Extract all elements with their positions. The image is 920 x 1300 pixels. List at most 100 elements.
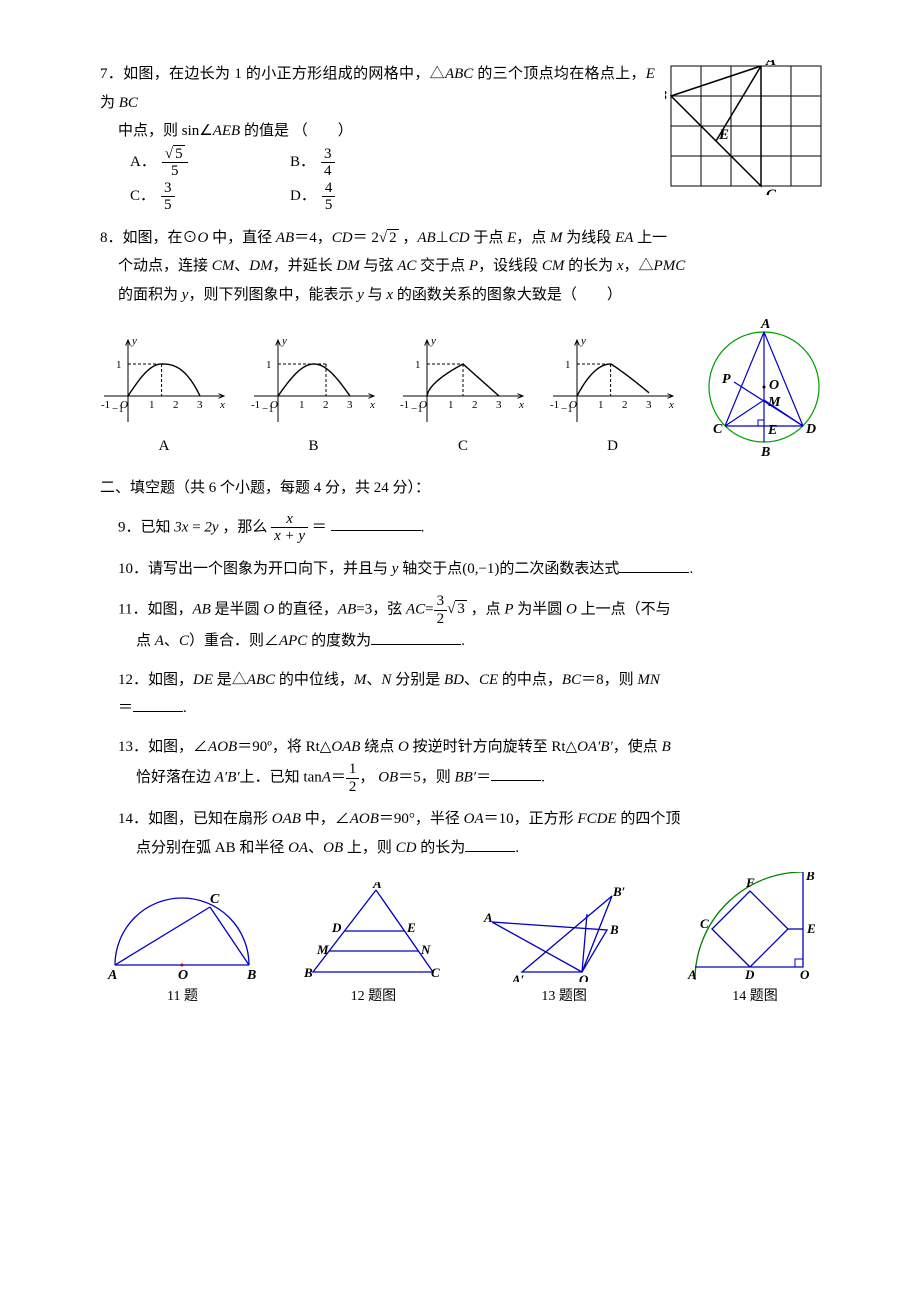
q7-abc: ABC — [445, 66, 473, 82]
q8c-E: E — [767, 423, 777, 438]
q11-f: ，点 — [467, 601, 505, 617]
f13-A: A — [483, 910, 493, 925]
q10-b: 轴交于点 — [398, 561, 462, 577]
q8-t10: 上一 — [633, 230, 667, 246]
q8-AC: AC — [397, 258, 416, 274]
q8-AB2: AB — [417, 230, 435, 246]
q11-AB: AB — [192, 601, 210, 617]
fig-13: O A B A′ B′ 13 题图 — [482, 882, 647, 1011]
q14-l2a: 点分别在弧 AB 和半径 — [136, 840, 288, 856]
q7-label-A: A — [765, 60, 776, 69]
f12-A: A — [372, 882, 382, 891]
q8-CM: CM — [212, 258, 235, 274]
q12-blank[interactable] — [133, 696, 183, 712]
q8-chart-A[interactable]: -11231−1OxyA — [100, 334, 228, 461]
q9-d2: . — [421, 519, 425, 535]
q8-t2: 中，直径 — [208, 230, 276, 246]
q12-ABC: ABC — [247, 672, 275, 688]
q9-blank[interactable] — [331, 515, 421, 531]
q8-l3c: 与 — [364, 287, 387, 303]
q7-D-n: 4 — [322, 180, 336, 198]
q8c-D: D — [805, 422, 816, 437]
q12-e: 分别是 — [391, 672, 444, 688]
q8-l2e: 交于点 — [416, 258, 469, 274]
question-13: 13．如图，∠AOB＝90º，将 Rt△OAB 绕点 O 按逆时针方向旋转至 R… — [100, 733, 830, 796]
f12-M: M — [316, 942, 329, 957]
q13-l2g: . — [541, 769, 545, 785]
q11-fd: 2 — [434, 611, 448, 628]
svg-text:2: 2 — [323, 399, 329, 411]
q8-CD: CD — [332, 230, 353, 246]
q14-OAB: OAB — [272, 811, 301, 827]
question-9: 9．已知 3x = 2y ，那么 xx + y ＝ . — [100, 511, 830, 545]
q9-num: 9． — [118, 519, 141, 535]
question-11: 11．如图，AB 是半圆 O 的直径，AB=3，弦 AC=323 ，点 P 为半… — [100, 593, 830, 656]
q7-l2b: 的值是 （ ） — [240, 123, 353, 139]
f13-O: O — [579, 972, 589, 982]
q8-sqrt2: 2 — [387, 229, 399, 246]
q8-CM2: CM — [542, 258, 565, 274]
svg-text:2: 2 — [622, 399, 628, 411]
q12-M: M — [354, 672, 367, 688]
question-12: 12．如图，DE 是△ABC 的中位线，M、N 分别是 BD、CE 的中点，BC… — [100, 666, 830, 723]
q7-opt-C[interactable]: C．35 — [130, 180, 290, 214]
q11-P: P — [504, 601, 513, 617]
q7-C-d: 5 — [161, 197, 175, 214]
q8-t3: ＝4， — [294, 230, 332, 246]
q13-l2e: ＝5，则 — [398, 769, 454, 785]
cap-12: 12 题图 — [298, 984, 448, 1011]
q12-d: 、 — [366, 672, 381, 688]
q8-t4: ＝ 2 — [353, 230, 379, 246]
q13-A: A — [322, 769, 331, 785]
q12-CE: CE — [479, 672, 498, 688]
q14-blank[interactable] — [465, 836, 515, 852]
svg-text:y: y — [580, 335, 586, 347]
q7-options: A．55 B．34 — [100, 146, 655, 180]
q8-chart-B[interactable]: -11231−1OxyB — [250, 334, 378, 461]
q11-blank[interactable] — [371, 629, 461, 645]
section-2-heading: 二、填空题（共 6 个小题，每题 4 分，共 24 分）： — [100, 474, 830, 503]
q14-c: ＝90°，半径 — [379, 811, 464, 827]
q7-B-n: 3 — [321, 146, 335, 164]
q7-opt-D[interactable]: D．45 — [290, 180, 450, 214]
svg-text:1: 1 — [448, 399, 454, 411]
q9-d: x + y — [271, 528, 308, 545]
q11-l2e: . — [461, 633, 465, 649]
f14-C: C — [700, 916, 709, 931]
q8-chart-D[interactable]: -11231−1OxyD — [549, 334, 677, 461]
q10-blank[interactable] — [619, 557, 689, 573]
svg-text:-1: -1 — [550, 399, 559, 411]
q7-t1: 如图，在边长为 1 的小正方形组成的网格中，△ — [123, 66, 445, 82]
q7-opt-A[interactable]: A．55 — [130, 146, 290, 180]
q12-N: N — [381, 672, 391, 688]
q13-e: ，使点 — [613, 739, 662, 755]
q8-PMC: PMC — [654, 258, 686, 274]
q8-t7: 于点 — [470, 230, 508, 246]
q14-OB: OB — [323, 840, 343, 856]
q8-chart-C[interactable]: -11231−1OxyC — [399, 334, 527, 461]
q8-lblB: B — [250, 432, 378, 461]
q12-MN: MN — [637, 672, 660, 688]
q13-l2c: ＝ — [331, 769, 346, 785]
q13-B: B — [662, 739, 671, 755]
q11-fn: 3 — [434, 593, 448, 611]
q10-d: . — [689, 561, 693, 577]
svg-text:1: 1 — [565, 359, 571, 371]
q14-OA2: OA — [288, 840, 308, 856]
q8-l3d: 的函数关系的图象大致是（ ） — [393, 287, 622, 303]
q12-f: 、 — [464, 672, 479, 688]
q8-l2a: 个动点，连接 — [118, 258, 212, 274]
q12-g: 的中点， — [498, 672, 562, 688]
q7-opt-B[interactable]: B．34 — [290, 146, 450, 180]
f13-A2: A′ — [511, 972, 525, 982]
f13-B: B — [609, 922, 619, 937]
svg-text:y: y — [131, 335, 137, 347]
q13-blank[interactable] — [491, 765, 541, 781]
svg-text:O: O — [270, 399, 278, 411]
q7-grid-figure: A B C E — [665, 60, 830, 195]
q10-a: 请写出一个图象为开口向下，并且与 — [148, 561, 392, 577]
q8-num: 8． — [100, 230, 123, 246]
q7-A-d: 5 — [162, 163, 188, 180]
f12-D: D — [331, 920, 342, 935]
fig-11: A O B C 11 题 — [100, 887, 265, 1011]
